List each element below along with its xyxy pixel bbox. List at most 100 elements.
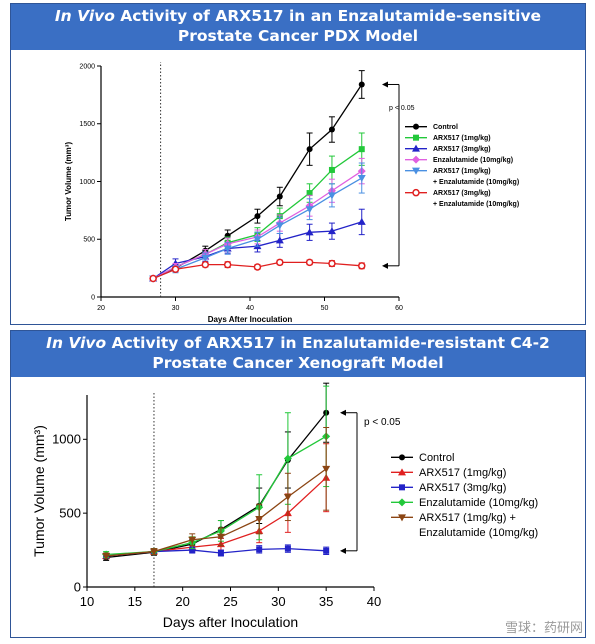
legend-label: ARX517 (1mg/kg)	[419, 467, 506, 479]
data-point	[188, 536, 197, 544]
chart-bottom-svg: 10 15 20 25 30 35 40 0 500 1000 Days after Inocula…	[31, 382, 538, 630]
data-point	[223, 260, 232, 269]
legend-marker	[412, 155, 420, 164]
data-point	[149, 274, 157, 283]
legend-marker	[399, 484, 405, 491]
data-point	[283, 493, 292, 501]
legend-marker	[413, 134, 419, 141]
chart-title-bottom: In Vivo Activity of ARX517 in Enzalutami…	[11, 331, 585, 377]
data-point	[306, 190, 313, 197]
data-point	[255, 516, 264, 524]
data-point	[328, 126, 335, 133]
legend-marker	[398, 514, 406, 522]
legend-label: ARX517 (1mg/kg)	[433, 168, 491, 175]
legend-label: + Enzalutamide (10mg/kg)	[433, 179, 519, 186]
data-point	[201, 260, 210, 269]
data-point	[306, 146, 313, 153]
bracket-arrow	[382, 81, 388, 88]
data-point	[216, 533, 225, 541]
data-point	[102, 552, 111, 560]
data-point	[275, 236, 284, 244]
data-point	[276, 193, 283, 200]
legend-label: Control	[433, 124, 458, 131]
x-tick-label: 20	[175, 594, 189, 609]
data-point	[253, 263, 262, 271]
data-point	[327, 192, 336, 200]
x-tick-label: 30	[271, 594, 285, 609]
chart-panel-top: In Vivo Activity of ARX517 in an Enzalut…	[10, 3, 586, 325]
x-tick-label: 30	[172, 305, 180, 312]
y-tick-label: 500	[83, 237, 95, 244]
legend-marker	[413, 123, 419, 130]
data-point	[328, 166, 335, 173]
p-value-annotation: p < 0.05	[389, 105, 415, 112]
x-axis-label: Days after Inoculation	[163, 614, 298, 630]
p-value-annotation: p < 0.05	[364, 417, 401, 428]
y-tick-label: 1500	[79, 121, 95, 128]
data-point	[171, 265, 180, 274]
data-point	[305, 228, 314, 236]
x-tick-label: 40	[367, 594, 381, 609]
legend-label: ARX517 (1mg/kg)	[433, 135, 491, 142]
legend-label: + Enzalutamide (10mg/kg)	[433, 201, 519, 208]
watermark-text: 雪球：药研网	[504, 621, 583, 636]
data-point	[149, 548, 158, 556]
data-point	[217, 550, 224, 557]
data-point	[357, 175, 366, 183]
y-axis-label: Tumor Volume (mm³)	[31, 425, 47, 557]
data-point	[357, 217, 366, 225]
data-point	[322, 465, 331, 473]
x-tick-label: 40	[246, 305, 254, 312]
legend-label: Enzalutamide (10mg/kg)	[419, 497, 538, 509]
bracket-arrow	[340, 547, 346, 554]
data-point	[254, 213, 261, 220]
y-tick-label: 1000	[79, 179, 95, 186]
data-point	[284, 545, 291, 552]
legend-label: Enzalutamide (10mg/kg)	[419, 527, 538, 539]
data-point	[223, 245, 232, 253]
legend-marker	[398, 498, 406, 507]
chart-top-svg: 20 30 40 50 60 0 500 1000 1500 2000 Days After Ino…	[64, 62, 519, 324]
chart-title-top-italic: In Vivo	[54, 7, 115, 25]
series-line	[106, 468, 327, 557]
legend-marker	[399, 454, 405, 461]
chart-panel-bottom: In Vivo Activity of ARX517 in Enzalutami…	[10, 330, 586, 638]
legend-label: ARX517 (1mg/kg) +	[419, 512, 516, 524]
y-tick-label: 1000	[52, 432, 81, 447]
data-point	[283, 454, 292, 463]
legend-marker	[412, 144, 420, 152]
x-tick-label: 10	[80, 594, 94, 609]
legend-label: ARX517 (3mg/kg)	[433, 190, 491, 197]
x-tick-label: 50	[321, 305, 329, 312]
data-point	[189, 547, 196, 554]
bracket-arrow	[340, 409, 346, 416]
legend-marker	[412, 167, 420, 175]
data-point	[305, 258, 314, 267]
legend-label: ARX517 (3mg/kg)	[419, 482, 506, 494]
legend-label: Control	[419, 452, 454, 464]
x-axis-label: Days After Inoculation	[208, 315, 293, 324]
data-point	[305, 206, 314, 214]
y-tick-label: 0	[91, 294, 95, 301]
y-tick-label: 0	[74, 579, 81, 594]
bracket-arrow	[382, 262, 388, 269]
data-point	[256, 546, 263, 553]
data-point	[323, 547, 330, 554]
data-point	[358, 81, 365, 88]
y-tick-label: 2000	[79, 63, 95, 70]
data-point	[328, 259, 336, 268]
x-tick-label: 20	[97, 305, 105, 312]
y-tick-label: 500	[59, 505, 81, 520]
data-point	[276, 258, 284, 267]
legend-marker	[412, 188, 420, 197]
data-point	[253, 236, 262, 244]
x-tick-label: 35	[319, 594, 333, 609]
data-point	[358, 262, 366, 270]
y-axis-label: Tumor Volume (mm³)	[64, 142, 73, 222]
data-point	[327, 227, 336, 235]
legend-label: Enzalutamide (10mg/kg)	[433, 157, 513, 164]
chart-title-bottom-italic: In Vivo	[46, 334, 107, 352]
chart-title-bottom-rest: Activity of ARX517 in Enzalutamide-resis…	[106, 334, 550, 372]
legend-marker	[398, 468, 406, 476]
x-tick-label: 60	[395, 305, 403, 312]
